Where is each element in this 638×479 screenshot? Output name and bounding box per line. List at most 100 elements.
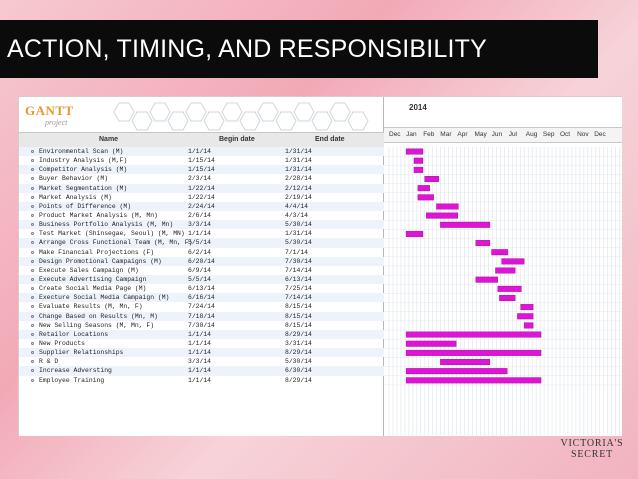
table-row[interactable]: Arrange Cross Functional Team (M, Mn, F)… (19, 238, 384, 248)
column-begin-date[interactable]: Begin date (219, 136, 255, 143)
task-bar[interactable] (405, 349, 542, 356)
table-row[interactable]: Execute Sales Campaign (M) 6/9/14 7/14/14 (19, 266, 384, 275)
table-header: Name Begin date End date (19, 132, 384, 148)
task-end-date: 7/14/14 (285, 294, 312, 302)
task-bullet-icon (31, 232, 34, 236)
task-bullet-icon (31, 241, 34, 245)
task-bar[interactable] (405, 148, 424, 155)
task-bar[interactable] (475, 276, 498, 283)
gantt-bars (384, 147, 622, 435)
table-row[interactable]: Buyer Behavior (M) 2/3/14 2/28/14 (19, 174, 384, 183)
task-end-date: 4/4/14 (285, 202, 309, 210)
task-end-date: 7/1/14 (285, 248, 309, 256)
table-row[interactable]: Points of Difference (M) 2/24/14 4/4/14 (19, 201, 384, 211)
task-bullet-icon (31, 250, 34, 254)
task-end-date: 8/15/14 (285, 303, 312, 311)
table-row[interactable]: Industry Analysis (M,F) 1/15/14 1/31/14 (19, 156, 384, 165)
table-row[interactable]: Market Analysis (M) 1/22/14 2/19/14 (19, 193, 384, 202)
task-name: Employee Training (39, 376, 105, 384)
table-row[interactable]: Environmental Scan (M) 1/1/14 1/31/14 (19, 147, 384, 157)
task-begin-date: 6/16/14 (188, 294, 215, 302)
table-row[interactable]: Retailor Locations 1/1/14 8/29/14 (19, 329, 384, 339)
task-bar[interactable] (413, 166, 424, 173)
task-end-date: 8/15/14 (285, 312, 312, 320)
column-end-date[interactable]: End date (315, 136, 345, 143)
task-bar[interactable] (413, 157, 424, 164)
task-bar[interactable] (495, 267, 516, 274)
task-bar[interactable] (417, 185, 430, 192)
task-end-date: 8/29/14 (285, 330, 312, 338)
month-label: Feb (423, 131, 435, 138)
gantt-screenshot: GANTT project Name Beg (18, 96, 622, 436)
task-bullet-icon (31, 159, 34, 163)
task-bullet-icon (31, 195, 34, 199)
task-bar[interactable] (440, 221, 491, 228)
table-row[interactable]: Execute Advertising Campaign 5/5/14 6/13/1… (19, 274, 384, 285)
hexagon-pattern-icon (113, 102, 369, 131)
task-begin-date: 7/30/14 (188, 321, 215, 329)
task-bar[interactable] (501, 258, 525, 265)
task-bullet-icon (31, 204, 34, 208)
task-end-date: 7/25/14 (285, 285, 312, 293)
table-row[interactable]: Make Financial Projections (F) 6/2/14 7/1/… (19, 248, 384, 257)
task-bar[interactable] (497, 285, 522, 292)
task-end-date: 5/30/14 (285, 358, 312, 366)
task-bar[interactable] (426, 212, 459, 219)
task-end-date: 5/30/14 (285, 221, 312, 229)
task-begin-date: 1/1/14 (188, 339, 212, 347)
task-bar[interactable] (475, 240, 491, 247)
month-label: Jul (508, 131, 517, 138)
slide-title: ACTION, TIMING, AND RESPONSIBILITY (0, 20, 598, 78)
table-row[interactable]: Evaluate Results (M, Mn, F) 7/24/14 8/15/1… (19, 302, 384, 311)
task-bar[interactable] (499, 294, 516, 301)
table-row[interactable]: New Selling Seasons (M, Mn, F) 7/30/14 8/1… (19, 321, 384, 330)
table-row[interactable]: Business Portfolio Analysis (M, Mn) 3/3/1… (19, 220, 384, 230)
task-bullet-icon (31, 314, 34, 318)
task-name: R & D (39, 358, 59, 366)
task-name: Business Portfolio Analysis (M, Mn) (39, 221, 174, 229)
column-name[interactable]: Name (99, 136, 119, 143)
task-bar[interactable] (520, 304, 534, 311)
task-bar[interactable] (440, 359, 491, 366)
table-row[interactable]: Test Market (Shinsegae, Seoul) (M, MN) 1/… (19, 229, 384, 238)
task-bar[interactable] (517, 313, 534, 320)
task-bar[interactable] (405, 368, 508, 375)
table-row[interactable]: Market Segmentation (M) 1/22/14 2/12/14 (19, 183, 384, 193)
victorias-secret-logo: VICTORIA'S SECRET (552, 438, 632, 460)
task-begin-date: 1/1/14 (188, 376, 212, 384)
task-bar[interactable] (417, 194, 434, 201)
task-bullet-icon (31, 177, 34, 181)
table-row[interactable]: Competitor Analysis (M) 1/15/14 1/31/14 (19, 165, 384, 175)
task-bar[interactable] (491, 249, 509, 256)
task-bullet-icon (31, 213, 34, 217)
task-bar[interactable] (405, 377, 542, 384)
task-name: Product Market Analysis (M, Mn) (39, 211, 158, 219)
month-label: May (474, 131, 487, 138)
table-row[interactable]: Execture Social Media Campaign (M) 6/16/1… (19, 293, 384, 303)
month-label: Nov (577, 131, 589, 138)
table-row[interactable]: Change Based on Results (Mn, M) 7/18/14 8/… (19, 311, 384, 321)
table-row[interactable]: Product Market Analysis (M, Mn) 2/6/14 4/3… (19, 211, 384, 220)
task-bar[interactable] (405, 340, 457, 347)
table-row[interactable]: New Products 1/1/14 3/31/14 (19, 339, 384, 348)
task-rows: Environmental Scan (M) 1/1/14 1/31/14 Indus… (19, 147, 384, 385)
table-row[interactable]: Increase Adversting 1/1/14 6/30/14 (19, 366, 384, 376)
table-row[interactable]: Supplier Relationships 1/1/14 8/29/14 (19, 348, 384, 358)
task-begin-date: 6/20/14 (188, 257, 215, 265)
month-label: Dec (389, 131, 401, 138)
task-name: Evaluate Results (M, Mn, F) (39, 303, 143, 311)
table-row[interactable]: Create Social Media Page (M) 6/13/14 7/25/… (19, 284, 384, 293)
task-bar[interactable] (405, 331, 542, 338)
task-bar[interactable] (436, 203, 459, 210)
task-bullet-icon (31, 287, 34, 291)
task-bar[interactable] (424, 176, 439, 183)
task-bar[interactable] (523, 322, 534, 329)
table-row[interactable]: R & D 3/3/14 5/30/14 (19, 357, 384, 366)
task-name: Points of Difference (M) (39, 202, 132, 210)
task-begin-date: 3/3/14 (188, 221, 212, 229)
task-bar[interactable] (405, 230, 424, 237)
table-row[interactable]: Employee Training 1/1/14 8/29/14 (19, 376, 384, 385)
table-row[interactable]: Design Promotional Campaigns (M) 6/20/14 7… (19, 256, 384, 266)
brand-line-1: VICTORIA'S (560, 438, 624, 449)
month-label: Jan (406, 131, 417, 138)
